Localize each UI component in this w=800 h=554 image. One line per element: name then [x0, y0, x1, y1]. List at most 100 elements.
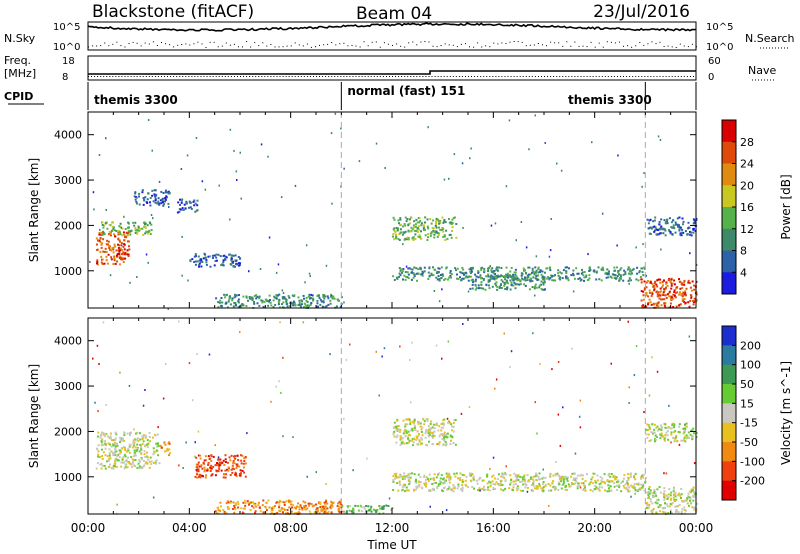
- echo-cell: [645, 433, 648, 436]
- echo-cell: [630, 484, 633, 487]
- echo-cell: [648, 232, 651, 235]
- echo-cell: [403, 223, 406, 225]
- echo-cell: [283, 501, 286, 504]
- nave-point: [638, 76, 640, 77]
- echo-cell: [146, 224, 149, 227]
- echo-cell: [504, 480, 507, 482]
- echo-cell: [426, 218, 429, 221]
- echo-cell: [449, 478, 452, 481]
- echo-cell: [269, 299, 271, 301]
- echo-cell: [470, 267, 472, 269]
- nave-point: [389, 76, 390, 77]
- echo-cell: [534, 283, 537, 286]
- echo-cell: [462, 277, 465, 280]
- colorbar-tick-label: 4: [740, 266, 747, 279]
- nsearch-point: [550, 41, 552, 43]
- echo-cell: [688, 496, 691, 499]
- echo-cell: [401, 485, 404, 488]
- colorbar-segment: [722, 207, 736, 230]
- echo-cell: [398, 275, 400, 278]
- echo-cell: [98, 233, 101, 236]
- echo-cell: [134, 231, 137, 234]
- nsky-panel: [87, 21, 697, 51]
- echo-cell: [141, 227, 144, 230]
- nsearch-point: [363, 41, 365, 43]
- echo-cell: [461, 484, 464, 486]
- echo-cell: [695, 299, 698, 302]
- echo-cell: [108, 230, 111, 233]
- echo-cell: [427, 480, 430, 482]
- echo-cell: [494, 483, 497, 486]
- echo-cell: [649, 489, 652, 492]
- echo-cell: [664, 222, 667, 225]
- echo-cell: [486, 482, 489, 485]
- echo-cell: [343, 510, 345, 513]
- scatter-region: [194, 454, 247, 479]
- echo-cell: [429, 505, 431, 508]
- echo-cell: [572, 274, 575, 277]
- y-tick-label: 2000: [54, 425, 82, 438]
- echo-cell: [424, 484, 426, 487]
- echo-cell: [153, 193, 156, 196]
- echo-cell: [517, 479, 520, 481]
- echo-cell: [501, 476, 504, 479]
- echo-cell: [641, 271, 644, 273]
- echo-cell: [325, 264, 328, 267]
- echo-cell: [478, 477, 481, 480]
- nsearch-point: [582, 45, 584, 47]
- echo-cell: [297, 502, 300, 505]
- echo-cell: [565, 272, 568, 274]
- echo-cell: [219, 509, 221, 512]
- echo-cell: [302, 500, 305, 503]
- echo-cell: [113, 453, 116, 455]
- echo-cell: [324, 505, 327, 508]
- echo-cell: [236, 179, 238, 181]
- echo-cell: [522, 489, 524, 492]
- x-tick-label: 00:00: [71, 521, 106, 535]
- scatter-region: [215, 293, 343, 309]
- echo-cell: [114, 441, 117, 444]
- echo-cell: [625, 486, 628, 489]
- echo-cell: [444, 221, 447, 224]
- echo-cell: [595, 270, 598, 273]
- echo-cell: [516, 279, 519, 282]
- echo-cell: [638, 271, 641, 274]
- echo-cell: [134, 192, 137, 195]
- echo-cell: [595, 487, 598, 490]
- echo-cell: [378, 505, 381, 507]
- echo-cell: [532, 271, 535, 273]
- echo-cell: [285, 299, 288, 302]
- echo-cell: [423, 482, 426, 485]
- nave-point: [425, 76, 427, 77]
- echo-cell: [251, 505, 254, 508]
- echo-cell: [403, 238, 406, 241]
- nsearch-point: [631, 46, 633, 48]
- echo-cell: [422, 418, 425, 421]
- echo-cell: [204, 256, 207, 259]
- nsearch-point: [185, 43, 187, 45]
- echo-cell: [158, 180, 161, 183]
- echo-cell: [143, 225, 146, 228]
- echo-cell: [663, 472, 665, 475]
- echo-cell: [659, 510, 662, 513]
- echo-cell: [144, 436, 147, 439]
- echo-cell: [137, 227, 140, 230]
- echo-cell: [309, 275, 311, 278]
- echo-cell: [278, 506, 280, 509]
- echo-cell: [652, 285, 655, 288]
- echo-cell: [119, 439, 122, 442]
- nsearch-point: [124, 46, 126, 48]
- echo-cell: [503, 281, 506, 284]
- echo-cell: [558, 478, 561, 481]
- echo-cell: [612, 273, 615, 276]
- echo-cell: [693, 506, 696, 509]
- nsearch-point: [355, 45, 357, 47]
- nave-point: [632, 76, 634, 77]
- echo-cell: [683, 279, 686, 282]
- colorbar-tick-label: 12: [740, 223, 754, 236]
- echo-cell: [403, 274, 406, 277]
- echo-cell: [593, 269, 596, 272]
- echo-cell: [268, 506, 271, 509]
- echo-cell: [673, 289, 676, 292]
- echo-cell: [540, 283, 542, 286]
